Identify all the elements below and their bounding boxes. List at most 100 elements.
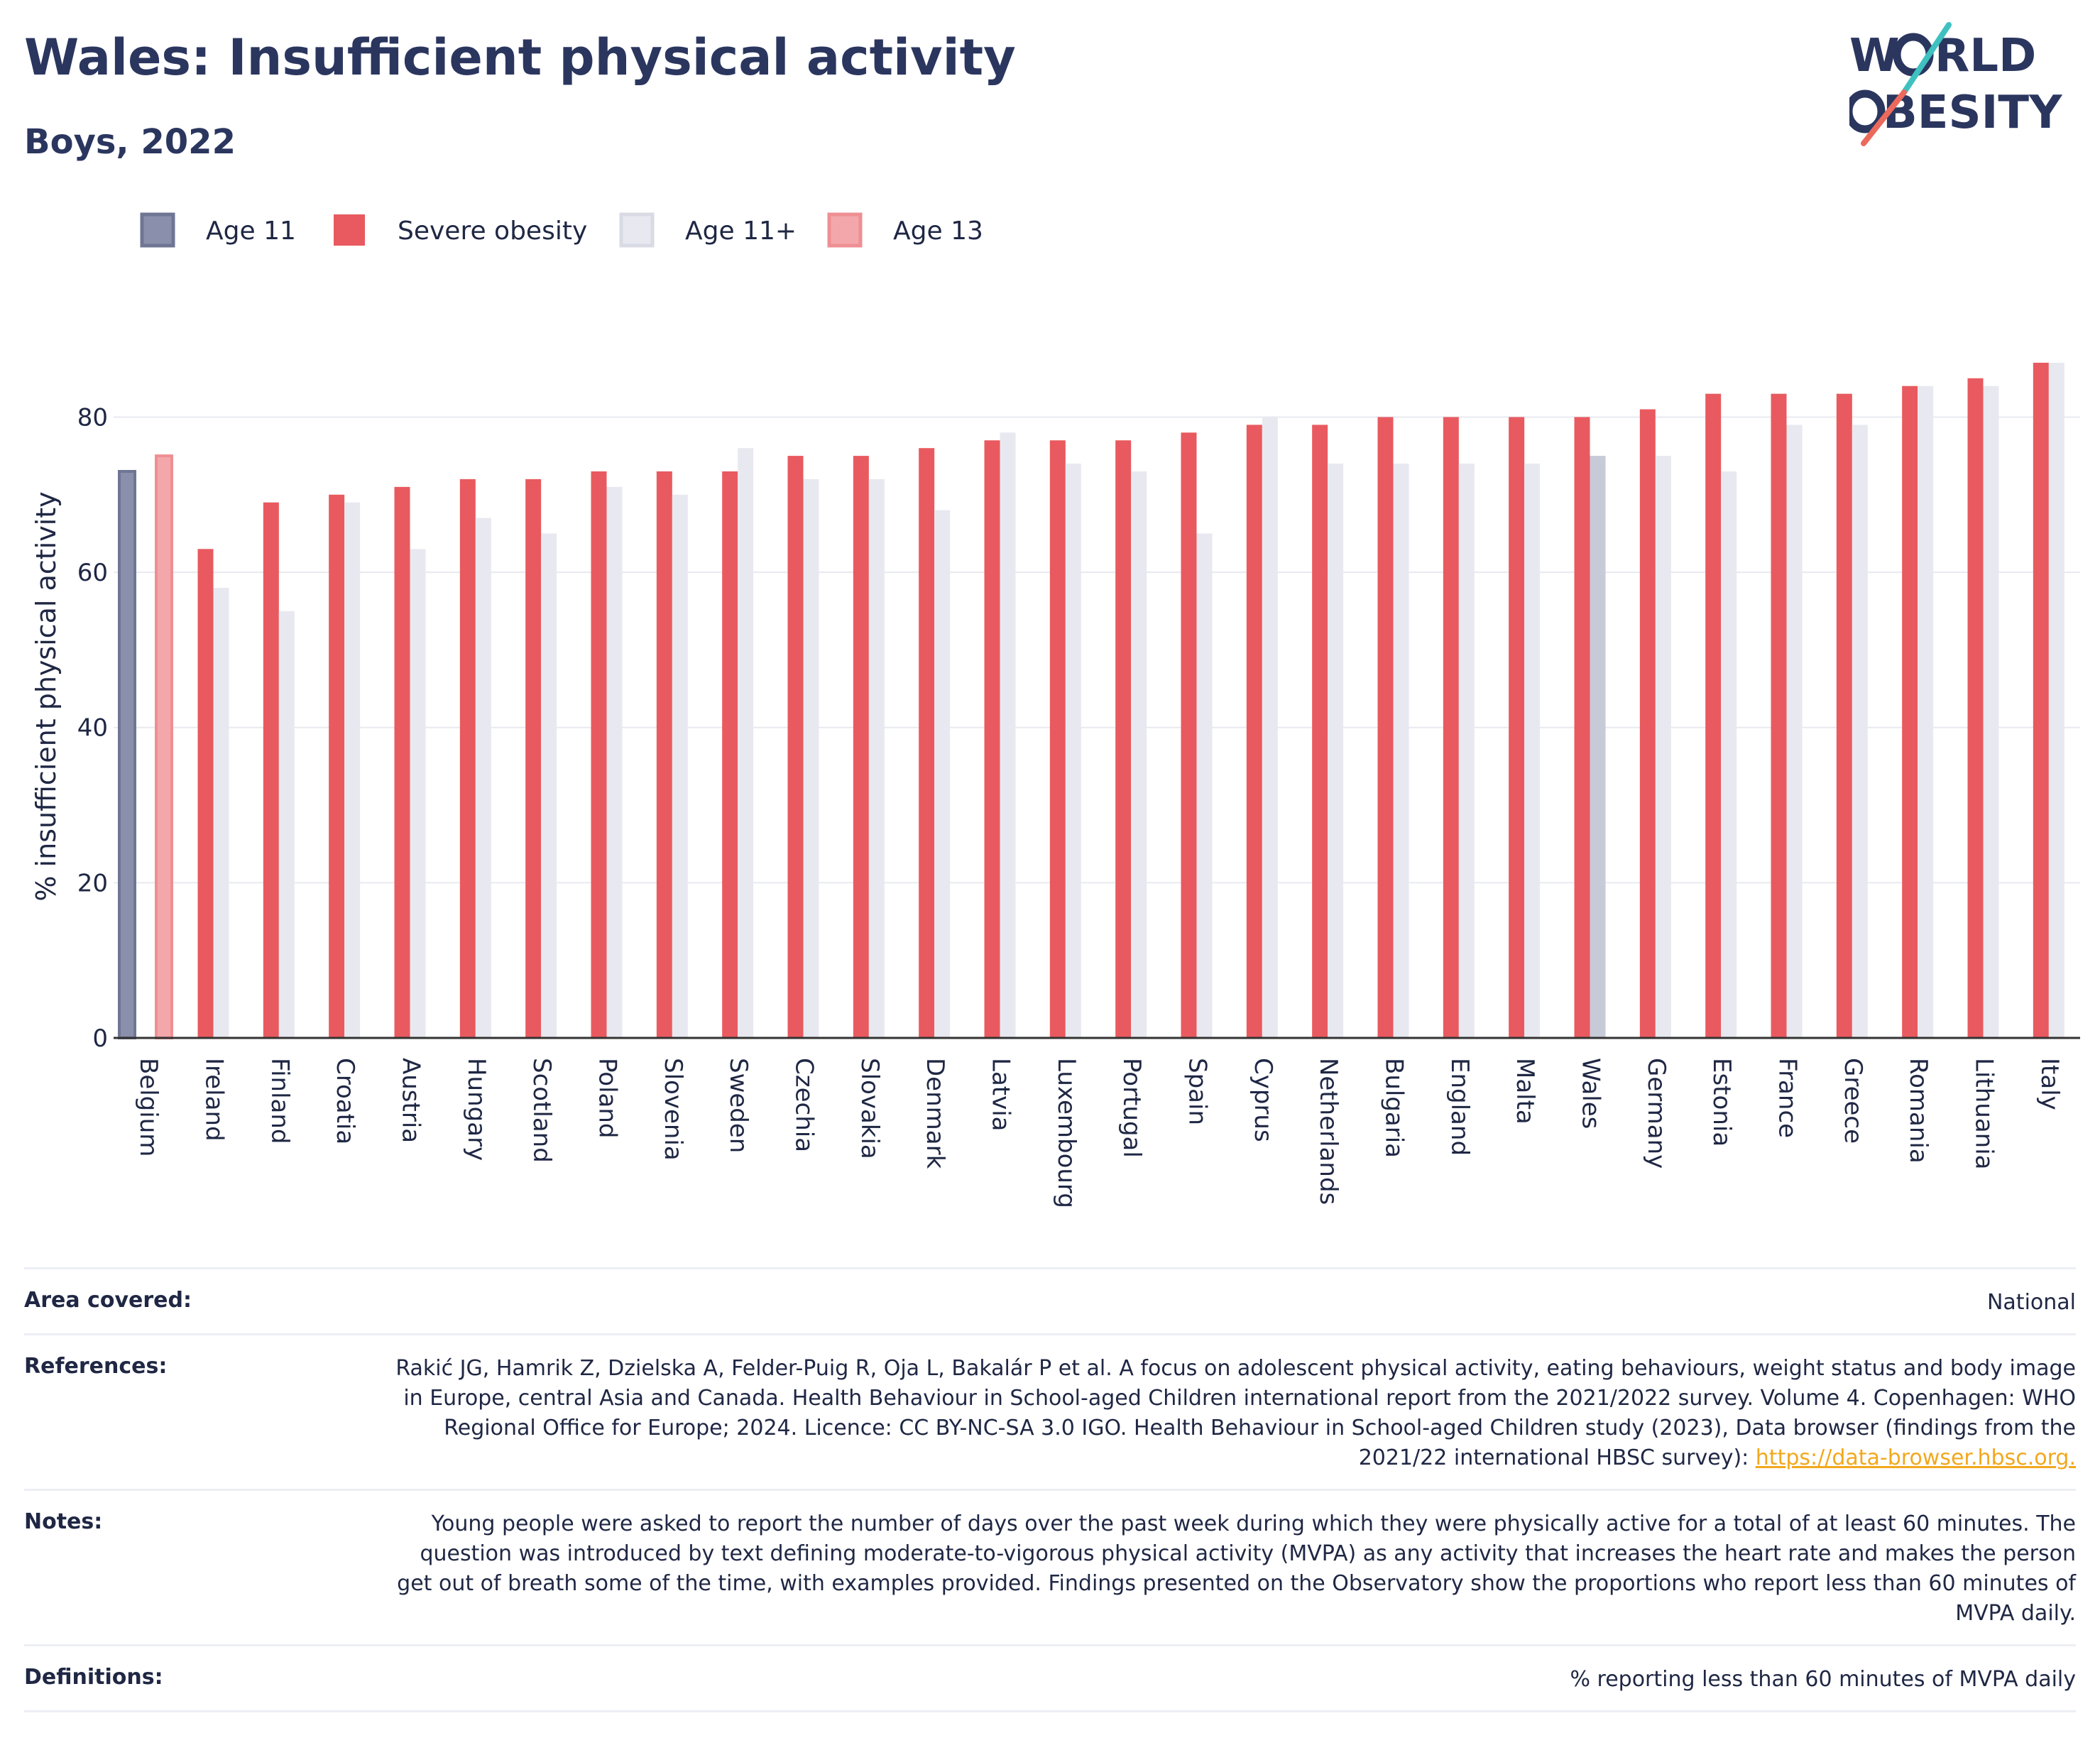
legend-label: Severe obesity [398, 217, 587, 246]
info-row: Area covered: National [24, 1267, 2076, 1333]
bar [1836, 393, 1852, 1038]
info-label: Notes: [24, 1509, 103, 1534]
bar [1771, 393, 1787, 1038]
bar [1721, 471, 1737, 1038]
x-tick-label: Croatia [331, 1058, 359, 1144]
bar [722, 471, 738, 1038]
x-tick-label: Bulgaria [1380, 1058, 1409, 1158]
bar [2033, 362, 2049, 1038]
category-group [656, 471, 688, 1038]
x-tick-label: Netherlands [1314, 1058, 1342, 1205]
bar [919, 448, 935, 1038]
x-tick-label: Austria [397, 1058, 425, 1143]
category-group [1902, 385, 1934, 1038]
bar [263, 502, 279, 1038]
legend-label: Age 11 [206, 217, 296, 246]
x-tick-label: Estonia [1707, 1058, 1736, 1147]
bar [1065, 464, 1081, 1038]
info-text: % reporting less than 60 minutes of MVPA… [1570, 1667, 2076, 1692]
x-axis-labels: Belgium Ireland Finland Croatia Austria Hunga… [134, 1058, 2064, 1208]
x-tick-label: Germany [1642, 1058, 1670, 1169]
x-tick-label: Malta [1511, 1058, 1539, 1125]
info-value: National [386, 1288, 2076, 1318]
y-axis-ticks: 0 20 40 60 80 [77, 403, 108, 1053]
legend-label: Age 11+ [685, 217, 797, 246]
info-label: Area covered: [24, 1288, 192, 1313]
bar [1639, 409, 1656, 1038]
bar [1196, 533, 1213, 1038]
bar [1574, 417, 1590, 1038]
category-group [1574, 417, 1606, 1038]
x-tick-label: Belgium [134, 1058, 163, 1156]
bar [1458, 464, 1475, 1038]
bar [541, 533, 557, 1038]
bar [853, 456, 869, 1038]
category-group [1967, 378, 1999, 1038]
category-group [722, 448, 754, 1038]
legend-label: Age 13 [893, 217, 983, 246]
bar [934, 510, 951, 1038]
svg-text:W: W [1849, 30, 1900, 82]
category-group [853, 456, 885, 1038]
bar [984, 440, 1000, 1038]
bar [787, 456, 804, 1038]
x-tick-label: Finland [266, 1058, 294, 1144]
info-value: Rakić JG, Hamrik Z, Dzielska A, Felder-P… [386, 1354, 2076, 1473]
category-group [1771, 393, 1803, 1038]
reference-link[interactable]: https://data-browser.hbsc.org. [1755, 1445, 2076, 1470]
legend-item: Severe obesity [334, 214, 587, 246]
bar [1246, 425, 1262, 1038]
bar [1443, 417, 1459, 1038]
y-tick-label: 60 [77, 559, 108, 587]
x-tick-label: France [1773, 1058, 1802, 1138]
chart-subtitle: Boys, 2022 [24, 122, 236, 162]
bar [197, 549, 214, 1038]
bar [1377, 417, 1394, 1038]
info-text: Rakić JG, Hamrik Z, Dzielska A, Felder-P… [395, 1356, 2076, 1470]
x-tick-label: Hungary [462, 1058, 491, 1161]
bar [672, 494, 688, 1038]
info-row: Notes: Young people were asked to report … [24, 1489, 2076, 1644]
y-axis-title: % insufficient physical activity [31, 491, 62, 901]
bar [1115, 440, 1132, 1038]
info-label: Definitions: [24, 1665, 163, 1690]
bar [1000, 432, 1016, 1038]
category-group [984, 432, 1016, 1038]
x-tick-label: Ireland [200, 1058, 229, 1142]
legend-swatch [827, 212, 863, 248]
x-tick-label: Greece [1839, 1058, 1867, 1144]
bar [738, 448, 754, 1038]
info-value: % reporting less than 60 minutes of MVPA… [386, 1665, 2076, 1695]
y-tick-label: 80 [77, 403, 108, 432]
bar [1983, 385, 1999, 1038]
bar [1902, 385, 1918, 1038]
category-group [787, 456, 819, 1038]
bar [344, 502, 361, 1038]
bar [278, 611, 295, 1038]
category-group [525, 478, 557, 1038]
bar [2048, 362, 2065, 1038]
bar [1967, 378, 1984, 1038]
legend-swatch [334, 214, 365, 246]
bar [1312, 425, 1328, 1038]
x-tick-label: Scotland [527, 1058, 556, 1163]
bar [1705, 393, 1722, 1038]
y-tick-label: 40 [77, 714, 108, 743]
bar [525, 478, 542, 1038]
x-tick-label: Romania [1904, 1058, 1932, 1164]
y-tick-label: 0 [92, 1024, 108, 1053]
bar [155, 454, 173, 1039]
category-group [1836, 393, 1868, 1038]
x-tick-label: Lithuania [1970, 1058, 1998, 1169]
legend-item: Age 11+ [619, 212, 797, 248]
x-tick-label: Denmark [921, 1058, 949, 1169]
bar [1049, 440, 1066, 1038]
bar [1509, 417, 1525, 1038]
bar [1590, 456, 1606, 1038]
x-tick-label: Poland [594, 1058, 622, 1139]
bar [656, 471, 672, 1038]
bar [394, 486, 410, 1038]
x-tick-label: Cyprus [1249, 1058, 1277, 1142]
category-group [459, 478, 491, 1038]
category-group [1377, 417, 1409, 1038]
